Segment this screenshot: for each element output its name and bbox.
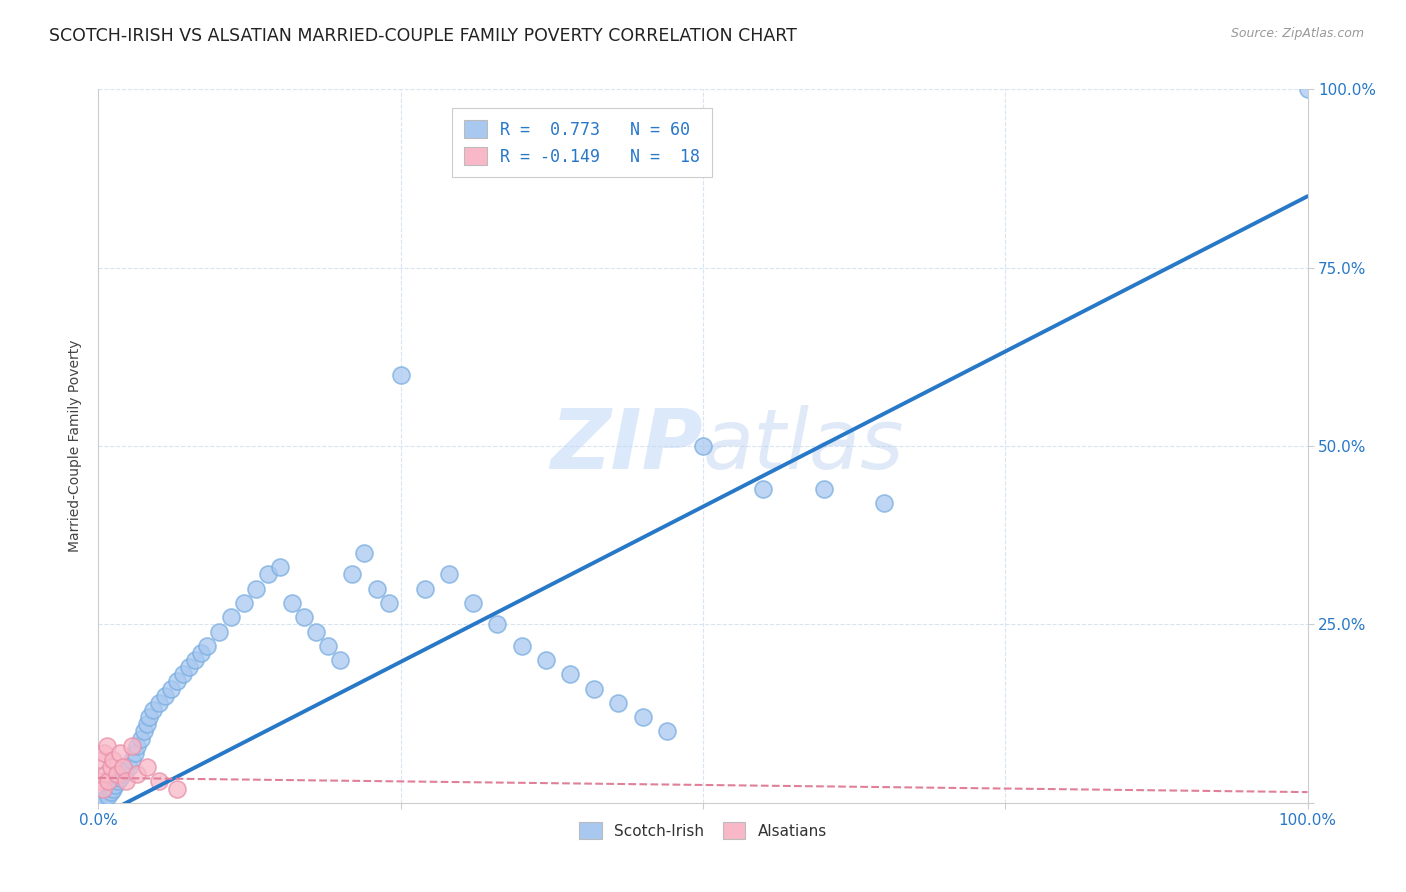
Point — [97, 774, 120, 789]
Point — [463, 596, 485, 610]
Point — [583, 681, 606, 696]
Point — [190, 646, 212, 660]
Point — [873, 496, 896, 510]
Point — [135, 717, 157, 731]
Point — [129, 731, 152, 746]
Point — [256, 567, 278, 582]
Point — [329, 653, 352, 667]
Point — [134, 724, 156, 739]
Point — [607, 696, 630, 710]
Point — [127, 767, 149, 781]
Point — [148, 774, 170, 789]
Point — [1296, 82, 1319, 96]
Point — [93, 792, 115, 806]
Point — [558, 667, 581, 681]
Point — [101, 781, 124, 796]
Point — [115, 774, 138, 789]
Legend: Scotch-Irish, Alsatians: Scotch-Irish, Alsatians — [574, 816, 832, 845]
Point — [94, 767, 117, 781]
Point — [121, 739, 143, 753]
Point — [305, 624, 328, 639]
Text: ZIP: ZIP — [550, 406, 703, 486]
Point — [160, 681, 183, 696]
Point — [114, 764, 136, 778]
Point — [91, 794, 114, 808]
Point — [813, 482, 835, 496]
Point — [111, 767, 134, 781]
Y-axis label: Married-Couple Family Poverty: Married-Couple Family Poverty — [69, 340, 83, 552]
Point — [281, 596, 304, 610]
Point — [138, 710, 160, 724]
Point — [100, 785, 122, 799]
Point — [153, 689, 176, 703]
Point — [486, 617, 509, 632]
Text: SCOTCH-IRISH VS ALSATIAN MARRIED-COUPLE FAMILY POVERTY CORRELATION CHART: SCOTCH-IRISH VS ALSATIAN MARRIED-COUPLE … — [49, 27, 797, 45]
Point — [111, 760, 134, 774]
Point — [208, 624, 231, 639]
Point — [195, 639, 218, 653]
Point — [105, 767, 128, 781]
Point — [93, 746, 115, 760]
Point — [232, 596, 254, 610]
Point — [655, 724, 678, 739]
Text: Source: ZipAtlas.com: Source: ZipAtlas.com — [1230, 27, 1364, 40]
Point — [118, 760, 141, 774]
Point — [221, 610, 243, 624]
Text: atlas: atlas — [703, 406, 904, 486]
Point — [101, 753, 124, 767]
Point — [692, 439, 714, 453]
Point — [100, 760, 122, 774]
Point — [108, 771, 131, 785]
Point — [413, 582, 436, 596]
Point — [437, 567, 460, 582]
Point — [107, 774, 129, 789]
Point — [108, 746, 131, 760]
Point — [142, 703, 165, 717]
Point — [90, 774, 112, 789]
Point — [269, 560, 291, 574]
Point — [179, 660, 201, 674]
Point — [96, 739, 118, 753]
Point — [389, 368, 412, 382]
Point — [353, 546, 375, 560]
Point — [534, 653, 557, 667]
Point — [124, 746, 146, 760]
Point — [184, 653, 207, 667]
Point — [135, 760, 157, 774]
Point — [166, 674, 188, 689]
Point — [166, 781, 188, 796]
Point — [366, 582, 388, 596]
Point — [172, 667, 194, 681]
Point — [342, 567, 364, 582]
Point — [121, 753, 143, 767]
Point — [752, 482, 775, 496]
Point — [631, 710, 654, 724]
Point — [148, 696, 170, 710]
Point — [245, 582, 267, 596]
Point — [316, 639, 339, 653]
Point — [292, 610, 315, 624]
Point — [91, 781, 114, 796]
Point — [377, 596, 399, 610]
Point — [97, 789, 120, 803]
Point — [91, 753, 114, 767]
Point — [127, 739, 149, 753]
Point — [104, 778, 127, 792]
Point — [510, 639, 533, 653]
